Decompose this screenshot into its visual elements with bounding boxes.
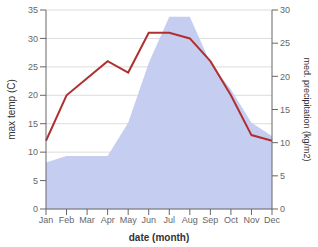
svg-text:Aug: Aug	[182, 215, 198, 225]
svg-text:Jun: Jun	[141, 215, 156, 225]
svg-text:Oct: Oct	[224, 215, 239, 225]
svg-text:med. precipitation (kg/m2): med. precipitation (kg/m2)	[302, 57, 310, 161]
svg-text:30: 30	[28, 34, 38, 44]
svg-text:25: 25	[280, 38, 290, 48]
svg-text:Jan: Jan	[39, 215, 54, 225]
svg-text:Sep: Sep	[202, 215, 218, 225]
svg-text:max temp (C): max temp (C)	[8, 79, 17, 140]
svg-text:15: 15	[28, 119, 38, 129]
svg-text:10: 10	[28, 147, 38, 157]
svg-text:Nov: Nov	[243, 215, 260, 225]
svg-text:25: 25	[28, 62, 38, 72]
svg-text:Jul: Jul	[164, 215, 176, 225]
svg-text:15: 15	[280, 105, 290, 115]
svg-text:0: 0	[33, 204, 38, 214]
svg-text:May: May	[120, 215, 138, 225]
svg-text:Apr: Apr	[101, 215, 115, 225]
svg-text:0: 0	[280, 204, 285, 214]
svg-text:Feb: Feb	[59, 215, 75, 225]
svg-text:20: 20	[28, 90, 38, 100]
svg-text:5: 5	[33, 176, 38, 186]
svg-text:20: 20	[280, 72, 290, 82]
svg-text:Dec: Dec	[264, 215, 281, 225]
svg-text:10: 10	[280, 138, 290, 148]
svg-text:Mar: Mar	[79, 215, 95, 225]
svg-text:30: 30	[280, 5, 290, 15]
svg-text:date (month): date (month)	[129, 232, 190, 243]
svg-text:35: 35	[28, 5, 38, 15]
svg-text:5: 5	[280, 171, 285, 181]
